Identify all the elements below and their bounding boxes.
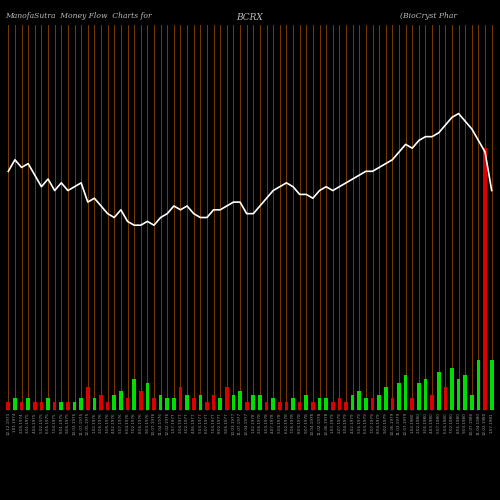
Bar (86, 387, 90, 410)
Bar (139, 391, 142, 410)
Bar (186, 394, 189, 410)
Bar (46, 398, 50, 410)
Bar (225, 387, 228, 410)
Bar (40, 402, 43, 410)
Bar (464, 376, 467, 410)
Bar (192, 398, 196, 410)
Bar (60, 402, 63, 410)
Bar (311, 402, 314, 410)
Bar (20, 402, 24, 410)
Bar (417, 383, 420, 410)
Text: (BioCryst Phar: (BioCryst Phar (400, 12, 457, 20)
Bar (444, 387, 447, 410)
Bar (404, 376, 407, 410)
Bar (205, 402, 209, 410)
Bar (358, 391, 361, 410)
Bar (166, 398, 169, 410)
Bar (410, 398, 414, 410)
Bar (324, 398, 328, 410)
Bar (72, 402, 76, 410)
Bar (132, 379, 136, 410)
Bar (272, 398, 275, 410)
Bar (159, 394, 162, 410)
Bar (152, 398, 156, 410)
Bar (370, 398, 374, 410)
Bar (437, 372, 440, 410)
Bar (119, 391, 122, 410)
Bar (298, 402, 302, 410)
Bar (338, 398, 341, 410)
Bar (92, 398, 96, 410)
Text: BCRX: BCRX (236, 12, 264, 22)
Bar (364, 398, 368, 410)
Bar (430, 394, 434, 410)
Bar (126, 398, 130, 410)
Bar (476, 360, 480, 410)
Bar (178, 387, 182, 410)
Bar (26, 398, 30, 410)
Bar (291, 398, 295, 410)
Bar (397, 383, 401, 410)
Bar (112, 394, 116, 410)
Bar (264, 402, 268, 410)
Bar (66, 402, 70, 410)
Bar (106, 402, 110, 410)
Bar (13, 398, 17, 410)
Bar (238, 391, 242, 410)
Bar (53, 402, 56, 410)
Bar (33, 402, 36, 410)
Bar (218, 398, 222, 410)
Bar (390, 398, 394, 410)
Bar (80, 398, 83, 410)
Bar (490, 360, 494, 410)
Bar (99, 394, 103, 410)
Bar (450, 368, 454, 410)
Bar (457, 379, 460, 410)
Bar (384, 387, 388, 410)
Bar (258, 394, 262, 410)
Bar (252, 394, 255, 410)
Bar (212, 394, 216, 410)
Bar (146, 383, 149, 410)
Bar (470, 394, 474, 410)
Bar (284, 402, 288, 410)
Bar (424, 379, 428, 410)
Bar (344, 402, 348, 410)
Bar (483, 148, 487, 410)
Bar (6, 402, 10, 410)
Bar (245, 402, 248, 410)
Bar (172, 398, 176, 410)
Bar (278, 402, 281, 410)
Bar (232, 394, 235, 410)
Text: ManofaSutra  Money Flow  Charts for: ManofaSutra Money Flow Charts for (5, 12, 152, 20)
Bar (331, 402, 334, 410)
Bar (378, 394, 381, 410)
Bar (351, 394, 354, 410)
Bar (198, 394, 202, 410)
Bar (318, 398, 322, 410)
Bar (304, 394, 308, 410)
